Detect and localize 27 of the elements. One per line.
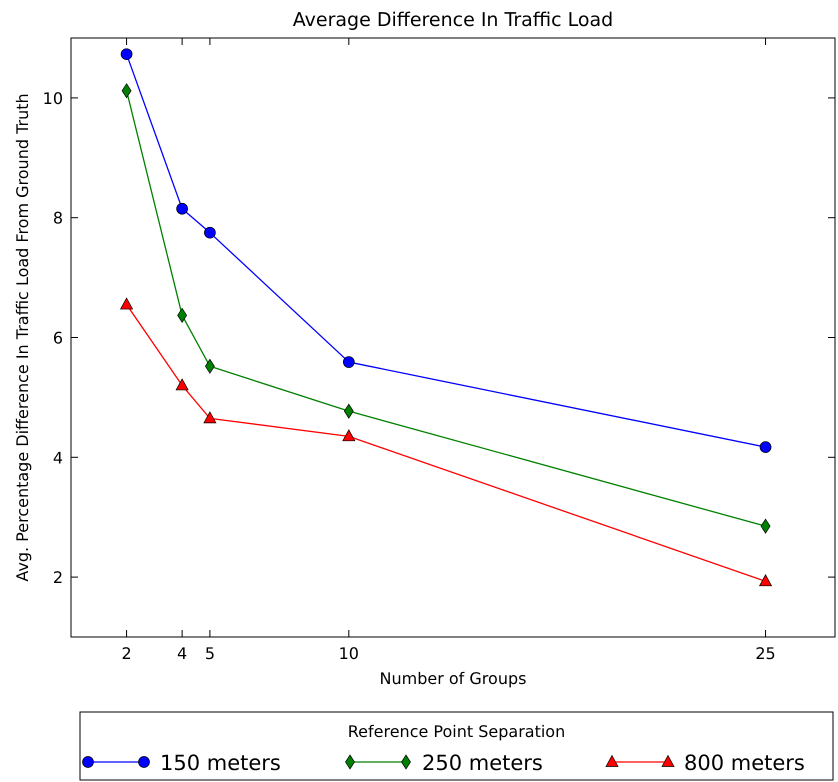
point bbox=[176, 378, 188, 390]
x-tick-label: 25 bbox=[755, 644, 776, 663]
point bbox=[204, 226, 216, 239]
point bbox=[342, 429, 356, 442]
legend-label: 150 meters bbox=[160, 751, 281, 775]
point bbox=[204, 412, 216, 424]
point bbox=[120, 298, 133, 310]
y-tick-label: 10 bbox=[42, 88, 63, 108]
point bbox=[760, 441, 772, 453]
legend-label: 800 meters bbox=[684, 751, 805, 775]
point bbox=[759, 574, 772, 586]
y-axis-title: Avg. Percentage Difference In Traffic Load From Ground Truth bbox=[13, 93, 32, 582]
legend-label: 250 meters bbox=[422, 751, 543, 775]
y-tick-label: 6 bbox=[52, 328, 63, 348]
point bbox=[120, 48, 132, 60]
y-tick-label: 8 bbox=[52, 208, 63, 228]
x-tick-label: 5 bbox=[204, 644, 216, 663]
x-tick-label: 10 bbox=[338, 644, 359, 663]
point bbox=[342, 356, 355, 368]
x-axis-title: Number of Groups bbox=[380, 669, 526, 688]
x-tick-label: 4 bbox=[177, 644, 188, 663]
x-tick-label: 2 bbox=[121, 644, 132, 663]
point bbox=[176, 202, 188, 215]
legend-title: Reference Point Separation bbox=[348, 722, 566, 741]
y-tick-label: 2 bbox=[52, 568, 63, 588]
y-tick-label: 4 bbox=[52, 448, 63, 468]
chart-title: Average Difference In Traffic Load bbox=[292, 9, 614, 31]
